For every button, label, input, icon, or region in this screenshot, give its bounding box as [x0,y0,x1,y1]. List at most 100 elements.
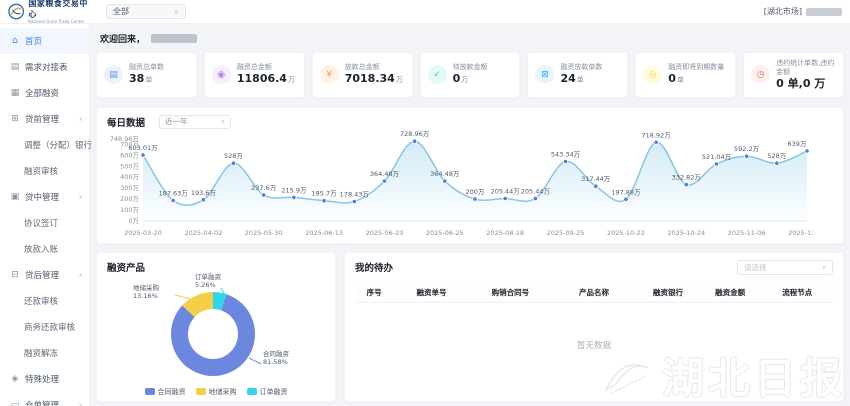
sidebar-item-adjust-bank[interactable]: 调整（分配）银行 [0,132,93,158]
stat-card-value: 0单 [668,72,684,86]
daily-data-line-chart[interactable]: 0万 100万 200万 300万 400万 500万 600万 700万748.96万603… [107,129,813,241]
chevron-up-icon: ∧ [78,271,83,279]
chevron-up-icon: ∧ [78,115,83,123]
market-filter-select[interactable]: 全部 ∨ [106,4,186,19]
y-axis-tick: 700万 [120,140,139,148]
stat-card-label: 融资总单数 [129,63,164,72]
sidebar-item-agreement-sign[interactable]: 协议签订 [0,210,89,236]
legend-swatch [195,388,206,396]
data-point-label: 592.2万 [734,145,760,153]
data-point[interactable] [593,183,599,189]
sidebar-item-demand-table[interactable]: ▤ 需求对接表 [0,54,89,80]
data-point-label: 332.82万 [672,173,702,181]
data-point[interactable] [774,160,780,166]
data-point[interactable] [230,160,237,166]
sidebar-item-label: 贷前管理 [25,115,60,125]
x-axis-tick: 2025-08-18 [486,229,524,237]
sidebar: ⌂ 首页 ▤ 需求对接表 ▦ 全部融资 ⊞ 贷前管理 ∧ 调整（分配）银行 融资审核 ▣ 贷中管理 ∧ 协议… [0,24,93,406]
stat-card-default-stats: ◷ 违约统计单数,违约金额 0 单,0 万 [743,52,845,98]
data-point[interactable] [713,161,720,167]
data-point[interactable] [472,196,478,202]
todo-filter-select[interactable]: 请选择 ∨ [737,259,833,275]
sidebar-item-label: 商务还款审核 [24,323,76,333]
stat-card-pending-loan-amount: ✓ 待放款金额 0万 [419,52,521,98]
donut-legend: 合同融资 地储采购 订单融资 [97,387,335,397]
sidebar-item-repay-audit[interactable]: 还款审核 [0,288,89,314]
grain-globe-logo-icon [8,3,25,20]
todo-table-header: 序号 融资单号 购销合同号 产品名称 融资银行 融资金额 流程节点 [355,282,833,303]
todo-column-header: 融资金额 [715,287,746,297]
todo-column-header: 购销合同号 [491,287,530,297]
sidebar-item-all-financing[interactable]: ▦ 全部融资 [0,80,89,106]
data-point[interactable] [562,158,569,164]
x-axis-tick: 2025-10-22 [607,229,645,237]
data-point[interactable] [804,148,810,154]
data-point[interactable] [532,195,538,201]
date-range-select[interactable]: 近一年 ∨ [159,114,232,129]
data-point-label: 178.43万 [340,190,370,198]
sidebar-item-home[interactable]: ⌂ 首页 [0,28,89,54]
legend-item-地储采购[interactable]: 地储采购 [195,387,237,397]
sidebar-item-label: 融资审核 [24,167,59,177]
sidebar-item-post-loan[interactable]: ⊟ 贷后管理 ∧ [0,262,89,288]
in-loan-icon: ▣ [10,192,20,202]
brand-subtitle: National Grain Trade Center [28,20,85,25]
moneybag-icon: ◉ [211,65,231,85]
legend-item-订单融资[interactable]: 订单融资 [246,387,288,397]
sidebar-item-warehouse[interactable]: ▭ 仓单管理 ∨ [0,392,89,406]
data-point[interactable] [261,192,267,198]
sidebar-item-financing-audit[interactable]: 融资审核 [0,158,89,184]
sidebar-item-special[interactable]: ◈ 特殊处理 [0,366,89,392]
redacted-username[interactable] [806,7,842,16]
data-point[interactable] [623,196,629,202]
brand-logo: 国家粮食交易中心 National Grain Trade Center [8,0,94,25]
stat-card-loan-order-count: ⊠ 融资放款单数 24单 [527,52,629,98]
data-point[interactable] [321,197,327,204]
data-point[interactable] [442,178,448,184]
date-range-value: 近一年 [165,117,188,127]
todo-empty-state: 暂无数据 [576,340,611,351]
data-point[interactable] [502,195,508,201]
todo-column-header: 序号 [366,287,382,297]
sidebar-item-label: 调整（分配）银行 [24,141,93,151]
financing-products-title: 融资产品 [107,262,146,274]
data-point[interactable] [411,138,418,144]
post-loan-icon: ⊟ [11,270,19,280]
data-point[interactable] [351,198,357,204]
sidebar-item-label: 全部融资 [25,89,60,99]
stat-card-unit: 单 [676,76,684,85]
data-point[interactable] [683,181,689,187]
sidebar-item-in-loan[interactable]: ▣ 贷中管理 ∧ [0,184,89,210]
data-point-label: 205.44万 [491,187,521,195]
data-point[interactable] [381,178,388,184]
sidebar-item-pre-loan[interactable]: ⊞ 贷前管理 ∧ [0,106,89,132]
data-point[interactable] [653,139,659,145]
sidebar-item-label: 贷后管理 [25,271,60,281]
sidebar-item-label: 首页 [25,37,43,47]
data-point[interactable] [170,197,176,203]
data-point[interactable] [291,194,297,200]
x-axis-tick: 2025-11-18 [788,229,813,237]
data-point-label: 215.9万 [281,186,307,194]
all-financing-icon: ▦ [10,88,20,98]
x-axis-tick: 2025-04-02 [185,229,223,237]
stat-card-value: 11806.4万 [236,72,295,86]
y-axis-tick: 600万 [120,151,139,159]
legend-swatch [144,388,155,396]
data-point[interactable] [200,196,207,203]
data-point[interactable] [743,153,750,159]
data-point-label: 185.7万 [312,189,338,197]
financing-products-donut-chart[interactable]: 订单融资 5.26% 地储采购 13.16% 合同融资 81.58% [107,273,325,382]
data-point[interactable] [140,152,146,158]
x-axis-tick: 2025-06-25 [426,229,464,237]
sidebar-item-loan-entry[interactable]: 放款入账 [0,236,89,262]
sidebar-item-biz-repay-audit[interactable]: 商务还款审核 [0,314,89,340]
sidebar-item-unfreeze[interactable]: 融资解冻 [0,340,89,366]
document-icon: ▤ [104,65,123,85]
chevron-up-icon: ∧ [78,193,83,201]
legend-item-合同融资[interactable]: 合同融资 [144,387,186,397]
donut-ring[interactable] [171,291,255,376]
financing-products-card: 融资产品 订单融资 5.26% 地储采购 13.16% 合同融资 81.58% 合同融… [96,251,336,402]
stat-card-loan-total-amount: ¥ 放款总金额 7018.34万 [311,52,413,98]
y-axis-tick: 748.96万 [110,135,140,143]
